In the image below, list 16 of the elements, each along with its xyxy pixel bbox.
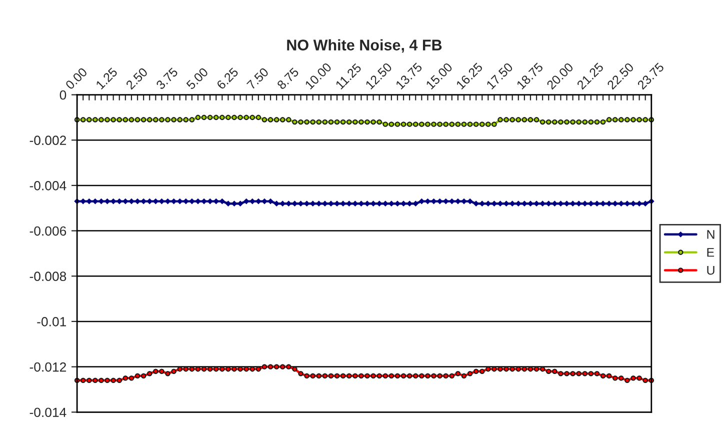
y-tick-label: -0.012 (30, 362, 66, 372)
y-tick-label: -0.014 (30, 408, 66, 418)
x-tick-label: 0.00 (64, 67, 88, 90)
x-tick-label: 5.00 (186, 67, 209, 90)
y-tick-label: 0 (60, 90, 66, 100)
y-tick-label: -0.006 (30, 226, 66, 236)
x-tick-label: 7.50 (246, 67, 270, 90)
y-tick-label: -0.008 (30, 272, 66, 282)
y-tick-label: -0.002 (30, 136, 66, 146)
chart-title: NO White Noise, 4 FB (287, 39, 442, 53)
legend-label: N (707, 230, 714, 239)
x-tick-label: 6.25 (216, 67, 239, 90)
y-tick-label: -0.004 (30, 181, 66, 190)
legend-label: U (707, 266, 714, 275)
legend-label: E (707, 248, 714, 257)
y-tick-label: -0.01 (37, 317, 66, 326)
